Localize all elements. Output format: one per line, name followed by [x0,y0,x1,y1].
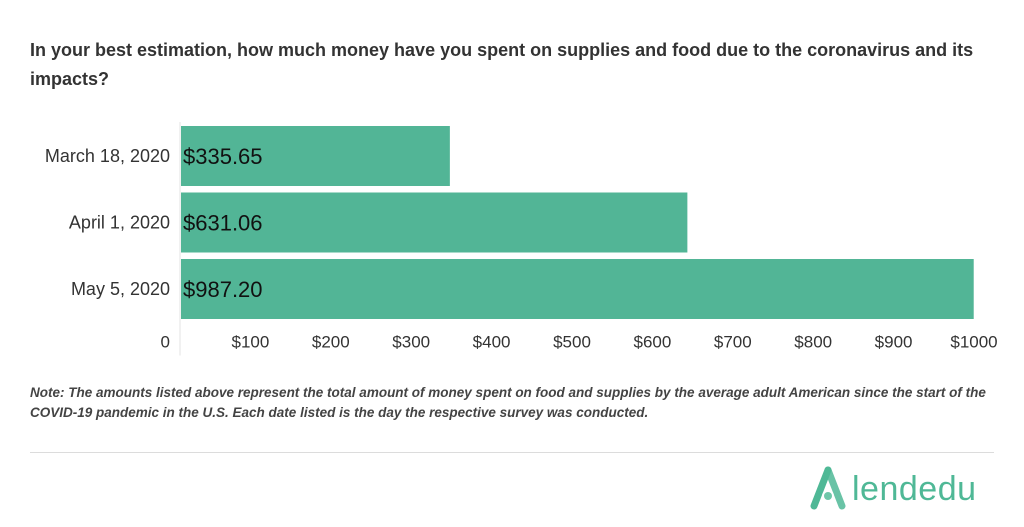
bar [181,126,450,186]
divider [30,452,994,453]
x-tick-label: $600 [633,333,671,352]
category-label: May 5, 2020 [71,279,170,299]
category-label: March 18, 2020 [45,146,170,166]
category-label: April 1, 2020 [69,213,170,233]
chart-title: In your best estimation, how much money … [30,40,974,89]
bar-value-label: $987.20 [183,277,263,302]
x-tick-label: $700 [714,333,752,352]
x-tick-label: $500 [553,333,591,352]
x-tick-label: $1000 [950,333,997,352]
chart-note: Note: The amounts listed above represent… [30,385,986,420]
x-tick-label: $200 [312,333,350,352]
bar-chart: $335.65 March 18, 2020 $631.06 April 1, 202… [45,122,998,356]
lendedu-logo-icon [810,466,846,510]
bar-value-label: $335.65 [183,144,263,169]
x-tick-label: $800 [794,333,832,352]
x-tick-label: 0 [161,333,170,352]
logo-wordmark: lendedu [852,470,977,508]
x-tick-label: $400 [473,333,511,352]
bar [181,259,974,319]
x-tick-label: $900 [875,333,913,352]
x-tick-label: $300 [392,333,430,352]
x-tick-label: $100 [231,333,269,352]
bar-value-label: $631.06 [183,211,263,236]
bar [181,192,688,253]
